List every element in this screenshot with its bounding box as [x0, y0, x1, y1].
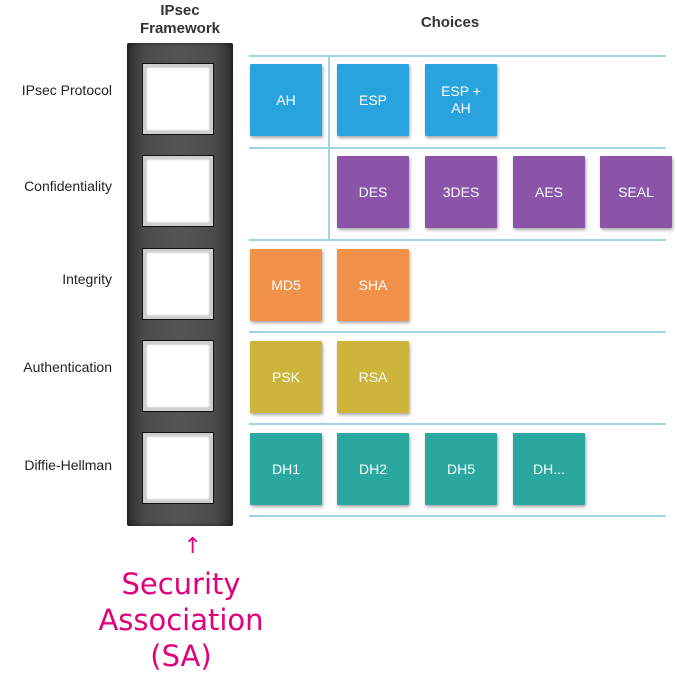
up-arrow-icon: ↑: [181, 534, 208, 563]
tile-esp: ESP: [337, 64, 409, 136]
row-label-ipsec-protocol: IPsec Protocol: [21, 82, 112, 98]
row-divider: [249, 423, 666, 425]
framework-slot-authentication: [143, 341, 213, 411]
tile-dh5: DH5: [425, 433, 497, 505]
row-divider: [249, 147, 666, 149]
row-label-confidentiality: Confidentiality: [24, 178, 112, 194]
tile-sha: SHA: [337, 249, 409, 321]
tile-md5: MD5: [250, 249, 322, 321]
security-association-label: Security Association (SA): [98, 567, 264, 673]
framework-slot-confidentiality: [143, 156, 213, 226]
column-divider: [328, 55, 330, 240]
tile-psk: PSK: [250, 341, 322, 413]
tile-aes: AES: [513, 156, 585, 228]
framework-header: IPsec Framework: [139, 2, 221, 37]
row-label-diffie-hellman: Diffie-Hellman: [24, 457, 112, 473]
framework-slot-integrity: [143, 249, 213, 319]
row-divider: [249, 515, 666, 517]
framework-slot-protocol: [143, 64, 213, 134]
tile-dh-more: DH...: [513, 433, 585, 505]
arrow-glyph: ↑: [183, 534, 202, 559]
tile-ah: AH: [250, 64, 322, 136]
tile-3des: 3DES: [425, 156, 497, 228]
tile-dh1: DH1: [250, 433, 322, 505]
row-divider: [249, 55, 666, 57]
tile-seal: SEAL: [600, 156, 672, 228]
tile-rsa: RSA: [337, 341, 409, 413]
tile-esp-ah: ESP + AH: [425, 64, 497, 136]
framework-slot-diffie-hellman: [143, 433, 213, 503]
row-label-authentication: Authentication: [23, 359, 112, 375]
row-divider: [249, 331, 666, 333]
tile-des: DES: [337, 156, 409, 228]
choices-header: Choices: [420, 14, 480, 31]
row-label-integrity: Integrity: [62, 271, 112, 287]
tile-dh2: DH2: [337, 433, 409, 505]
row-divider: [249, 239, 666, 241]
